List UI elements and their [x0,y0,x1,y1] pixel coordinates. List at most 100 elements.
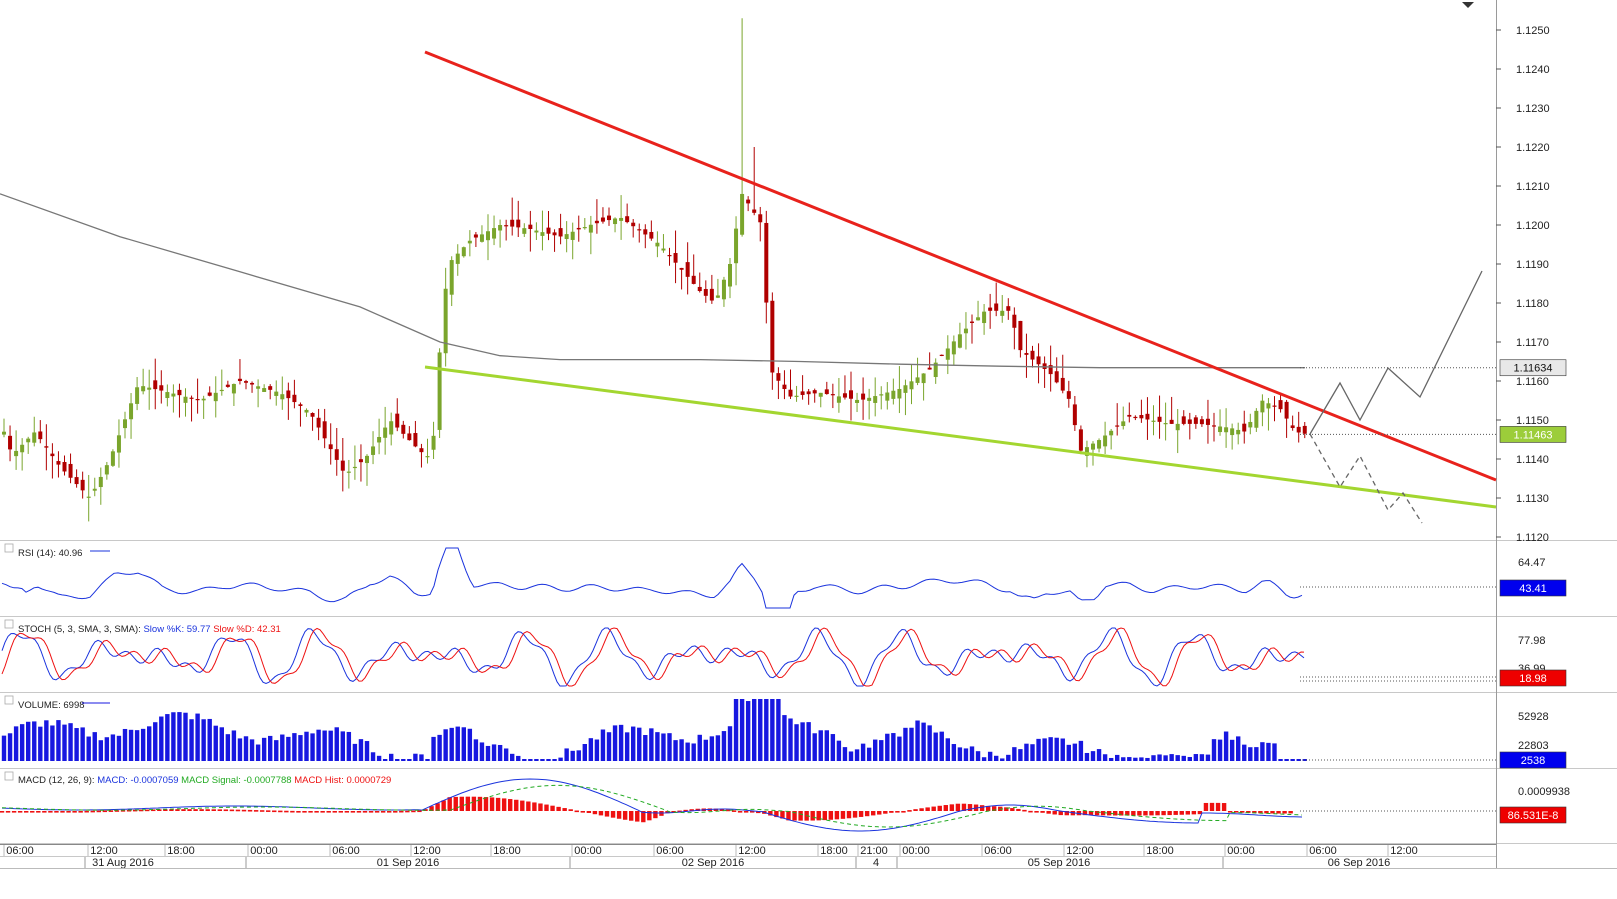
macd-hist-bar [108,810,114,812]
candle-body [104,465,109,475]
macd-hist-bar [798,811,803,821]
macd-hist-bar [30,811,35,813]
candle [274,380,279,406]
volume-bar [824,730,829,761]
macd-hist-bar [665,811,670,814]
candle-body [1193,417,1198,424]
macd-hist-bar [399,810,404,813]
macd-hist-bar [253,810,259,812]
candle-body [449,260,454,295]
volume-bar [62,724,67,761]
volume-bar [794,724,799,761]
support-trendline[interactable] [424,365,1497,509]
candle [201,395,206,419]
volume-bar [370,752,376,761]
macd-value-badge-box [1499,806,1567,824]
macd-hist-bar [235,809,241,812]
candle [32,416,37,447]
volume-bar [1012,747,1017,761]
candle-body [1169,419,1174,424]
stoch-close-button[interactable] [4,619,14,629]
macd-hist-bar [943,805,948,811]
candle [165,384,170,407]
candle [104,461,109,480]
macd-hist-bar [1197,811,1203,815]
candle-body [389,421,394,435]
candle-body [213,392,218,402]
volume-bar [26,721,31,761]
candle-body [1175,423,1180,431]
candle-body [352,466,357,469]
macd-hist-bar [338,811,343,813]
volume-bar [1030,744,1035,761]
candle [830,383,835,409]
volume-bar [709,736,715,761]
candle [867,388,872,420]
candle-body [1097,440,1102,449]
volume-bar [376,755,382,761]
candle-body [734,228,739,264]
volume-bar [891,733,896,761]
macd-hist-bar [1082,811,1088,816]
rsi-label: RSI (14): 40.96 [18,548,82,559]
candle [377,418,382,455]
macd-hist-bar [925,807,930,811]
candle-body [1048,365,1053,375]
volume-bar [552,759,557,761]
volume-bar [570,750,575,761]
macd-hist-bar [483,797,489,811]
candle [1230,423,1235,450]
candle [824,381,829,395]
time-tick-label: 18:00 [493,845,521,857]
candle-body [546,227,551,234]
time-tick-label: 21:00 [860,845,888,857]
candle [849,371,853,421]
volume-bar [643,735,648,761]
candle [812,388,817,403]
candle [14,430,19,470]
resistance-trendline[interactable] [424,50,1497,482]
volume-bar [522,759,527,761]
candle [1042,356,1047,388]
candle-body [8,435,13,450]
macd-hist-bar [0,811,5,813]
candle [879,386,884,410]
candle-body [619,217,624,221]
volume-bar [86,736,91,761]
volume-bar [50,725,55,761]
collapse-arrow-icon[interactable] [1462,2,1474,8]
macd-hist-bar [1288,811,1293,814]
candle-body [135,387,140,404]
volume-close-button[interactable] [4,695,14,705]
macd-hist-bar [834,811,840,820]
macd-close-button[interactable] [4,771,14,781]
candle [1060,354,1065,394]
volume-bar [776,699,781,761]
candle-body [691,275,696,284]
candle-body [1248,421,1253,428]
volume-bar [987,751,993,761]
candle [262,384,267,392]
macd-hist-bar [199,809,204,811]
macd-hist-bar [272,810,277,813]
macd-hist-bar [11,811,17,813]
macd-hist-bar [1240,811,1245,813]
macd-hist-bar [1143,811,1148,816]
candle-body [988,307,993,311]
candle-body [1272,405,1277,407]
volume-bar [310,733,315,761]
candle-body [903,385,908,393]
volume-bar [836,740,842,761]
rsi-close-button[interactable] [4,543,14,553]
candle-body [38,431,43,440]
price-tick-label: 1.1160 [1516,376,1549,388]
candle [1236,422,1241,445]
candle-body [776,373,781,381]
candle [231,383,236,406]
time-tick-label: 18:00 [1146,845,1174,857]
candle [56,451,61,478]
volume-bar [104,737,110,761]
candle-body [32,432,37,443]
macd-hist-bar [713,808,719,811]
